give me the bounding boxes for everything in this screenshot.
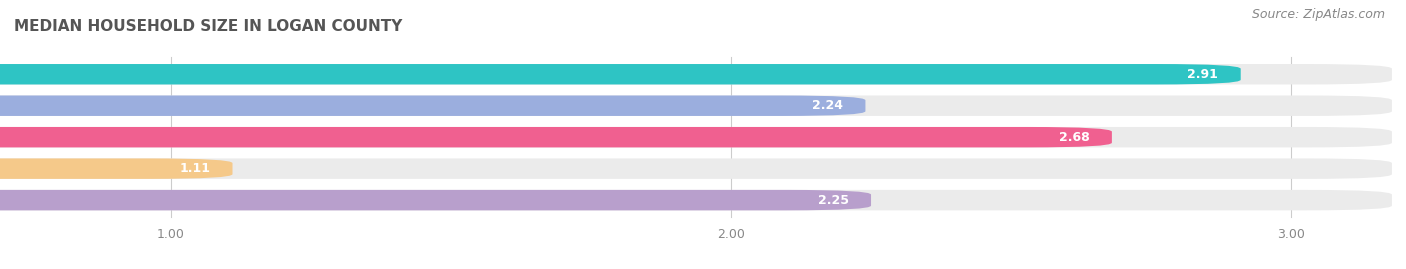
FancyBboxPatch shape xyxy=(0,95,1392,116)
Text: 2.91: 2.91 xyxy=(1188,68,1219,81)
FancyBboxPatch shape xyxy=(0,64,1240,84)
Text: 2.68: 2.68 xyxy=(1059,131,1090,144)
FancyBboxPatch shape xyxy=(0,158,1392,179)
Text: Source: ZipAtlas.com: Source: ZipAtlas.com xyxy=(1251,8,1385,21)
FancyBboxPatch shape xyxy=(0,190,1392,210)
Text: 2.25: 2.25 xyxy=(818,194,849,207)
Text: 1.11: 1.11 xyxy=(179,162,209,175)
FancyBboxPatch shape xyxy=(0,158,232,179)
Text: 2.24: 2.24 xyxy=(813,99,844,112)
FancyBboxPatch shape xyxy=(0,127,1392,147)
FancyBboxPatch shape xyxy=(0,127,1112,147)
FancyBboxPatch shape xyxy=(0,95,866,116)
FancyBboxPatch shape xyxy=(0,190,872,210)
FancyBboxPatch shape xyxy=(0,64,1392,84)
Text: MEDIAN HOUSEHOLD SIZE IN LOGAN COUNTY: MEDIAN HOUSEHOLD SIZE IN LOGAN COUNTY xyxy=(14,19,402,34)
